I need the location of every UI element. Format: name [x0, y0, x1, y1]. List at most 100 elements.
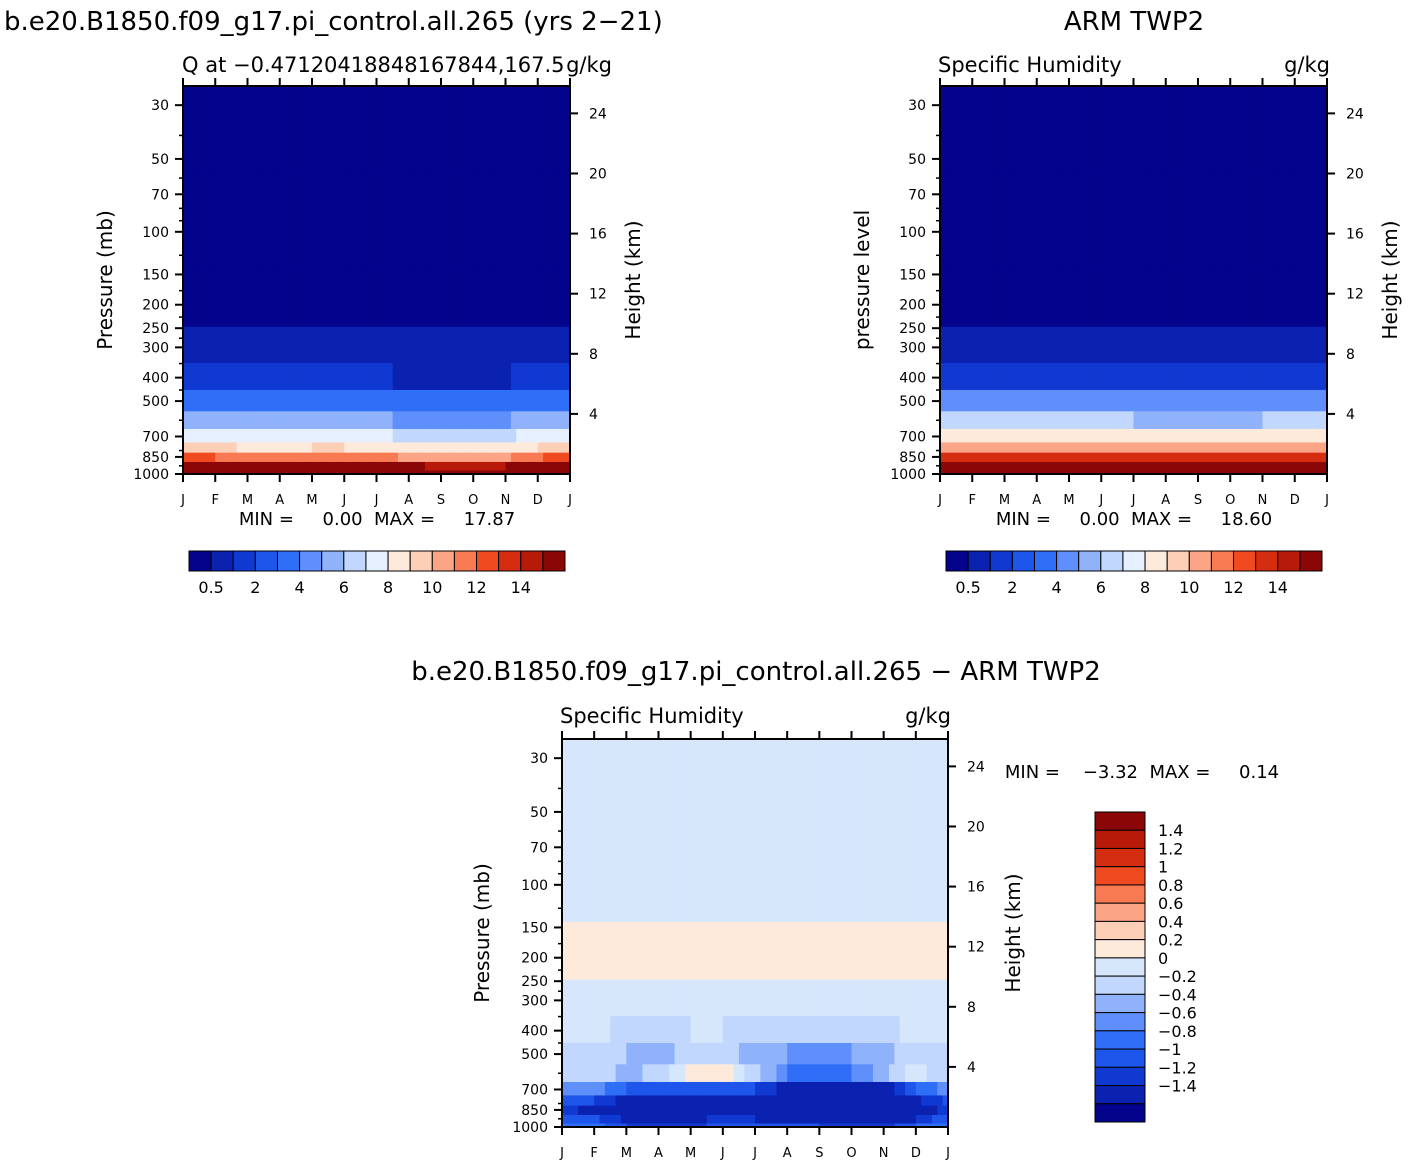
heatmap-cell [562, 739, 568, 823]
x-tick-label: O [468, 493, 478, 508]
heatmap-cell [1267, 362, 1274, 390]
heatmap-cell [999, 441, 1006, 453]
heatmap-cell [1219, 461, 1226, 471]
heatmap-cell [942, 1015, 948, 1043]
heatmap-cell [220, 461, 227, 471]
heatmap-cell [867, 1042, 874, 1065]
heatmap-cell [1117, 441, 1124, 453]
heatmap-cell [977, 326, 984, 364]
heatmap-cell [615, 979, 622, 1017]
heatmap-cell [1289, 268, 1296, 327]
heatmap-cell [1042, 168, 1049, 269]
heatmap-cell [803, 821, 810, 922]
heatmap-cell [1004, 362, 1011, 390]
heatmap-cell [701, 1015, 708, 1043]
heatmap-cell [1316, 428, 1323, 443]
heatmap-cell [274, 268, 281, 327]
heatmap-cell [988, 469, 995, 474]
heatmap-cell [1214, 469, 1221, 474]
heatmap-cell [193, 461, 200, 471]
heatmap-cell [1278, 389, 1285, 412]
heatmap-cell [451, 441, 458, 453]
heatmap-cell [553, 268, 560, 327]
heatmap-cell [685, 1081, 692, 1096]
heatmap-cell [500, 389, 507, 412]
colorbar-swatch [1122, 550, 1146, 572]
heatmap-cell [365, 362, 372, 390]
heatmap-cell [338, 441, 345, 453]
heatmap-cell [263, 461, 270, 471]
heatmap-cell [1262, 452, 1269, 462]
heatmap-cell [1171, 410, 1178, 429]
heatmap-cell [787, 1094, 794, 1106]
heatmap-cell [1305, 461, 1312, 471]
panel-units: g/kg [1284, 53, 1330, 77]
heatmap-cell [808, 1094, 815, 1106]
heatmap-cell [521, 86, 528, 170]
heatmap-cell [620, 979, 627, 1017]
heatmap-cell [1267, 268, 1274, 327]
heatmap-cell [1004, 326, 1011, 364]
heatmap-cell [910, 739, 917, 823]
heatmap-cell [1026, 86, 1032, 170]
heatmap-cell [328, 326, 335, 364]
heatmap-cell [349, 461, 356, 471]
heatmap-cell [1047, 461, 1054, 471]
heatmap-cell [521, 461, 528, 471]
y-tick-label: 150 [142, 267, 169, 283]
heatmap-cell [215, 410, 222, 429]
heatmap-cell [813, 921, 820, 980]
heatmap-cell [749, 1122, 756, 1127]
heatmap-cell [1079, 389, 1086, 412]
heatmap-cell [679, 1122, 686, 1127]
heatmap-cell [921, 1114, 928, 1124]
heatmap-cell [851, 1122, 858, 1127]
heatmap-cell [787, 1015, 794, 1043]
heatmap-cell [365, 326, 372, 364]
heatmap-cell [706, 921, 713, 980]
heatmap-cell [269, 441, 275, 453]
heatmap-cell [776, 1122, 783, 1127]
heatmap-cell [956, 469, 963, 474]
heatmap-cell [537, 326, 544, 364]
heatmap-cell [999, 168, 1006, 269]
heatmap-cell [387, 428, 394, 443]
heatmap-cell [355, 362, 361, 390]
heatmap-cell [1305, 362, 1312, 390]
heatmap-cell [532, 452, 539, 462]
heatmap-cell [840, 821, 847, 922]
heatmap-cell [242, 268, 249, 327]
y-tick-label: 50 [530, 805, 548, 821]
y-tick-label: 70 [151, 187, 169, 203]
heatmap-cell [183, 452, 189, 462]
x-tick-label: D [911, 1146, 921, 1161]
heatmap-cell [950, 268, 957, 327]
heatmap-cell [867, 739, 874, 823]
heatmap-cell [295, 326, 302, 364]
heatmap-cell [653, 1122, 660, 1127]
heatmap-cell [797, 821, 804, 922]
heatmap-cell [559, 469, 566, 474]
heatmap-cell [803, 739, 810, 823]
heatmap-cell [1224, 326, 1231, 364]
heatmap-cell [1214, 389, 1221, 412]
heatmap-cell [594, 1063, 601, 1082]
heatmap-cell [1160, 410, 1167, 429]
heatmap-cell [728, 1015, 735, 1043]
heatmap-cell [564, 389, 570, 412]
heatmap-cell [1289, 428, 1296, 443]
heatmap-cell [1219, 441, 1226, 453]
heatmap-cell [419, 86, 426, 170]
heatmap-cell [1090, 469, 1097, 474]
heatmap-cell [279, 362, 286, 390]
heatmap-cell [505, 410, 512, 429]
heatmap-cell [1074, 410, 1081, 429]
heatmap-cell [564, 86, 570, 170]
heatmap-cell [1160, 452, 1167, 462]
colorbar-swatch [542, 550, 566, 572]
heatmap-cell [993, 268, 1000, 327]
colorbar-label: 1.2 [1158, 839, 1183, 858]
heatmap-cell [537, 452, 544, 462]
heatmap-cell [1224, 410, 1231, 429]
heatmap-cell [1160, 168, 1167, 269]
